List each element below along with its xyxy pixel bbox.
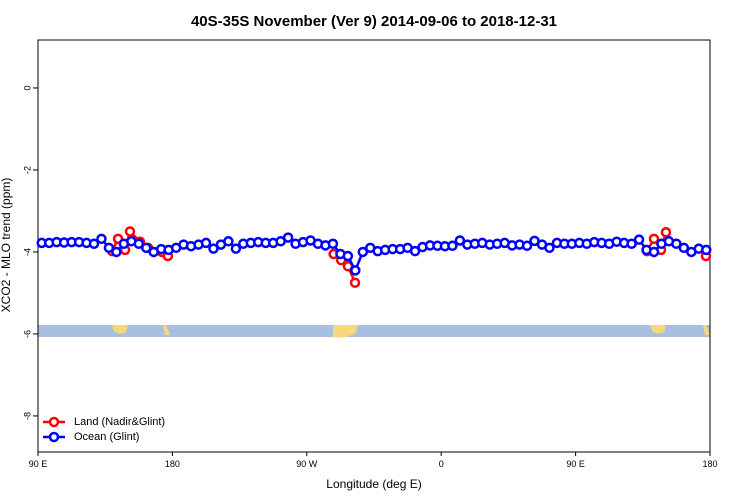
- data-point: [124, 226, 136, 237]
- legend: Land (Nadir&Glint) Ocean (Glint): [43, 416, 165, 443]
- data-point: [447, 240, 458, 252]
- chart-title: 40S-35S November (Ver 9) 2014-09-06 to 2…: [191, 13, 557, 30]
- data-point: [648, 233, 660, 245]
- data-point: [660, 227, 672, 238]
- y-tick-label: -8: [22, 412, 32, 420]
- data-point: [648, 246, 660, 258]
- legend-label: Land (Nadir&Glint): [74, 416, 165, 428]
- y-tick-label: 0: [22, 85, 32, 90]
- map-strip: [38, 325, 710, 338]
- data-point: [200, 237, 212, 249]
- legend-marker: [48, 416, 60, 428]
- y-tick-label: -2: [22, 166, 32, 174]
- data-point: [111, 246, 122, 258]
- legend-label: Ocean (Glint): [74, 431, 139, 443]
- data-point: [88, 238, 100, 249]
- y-tick-label: -6: [22, 330, 32, 338]
- data-point: [454, 235, 466, 246]
- data-point: [633, 234, 645, 245]
- x-tick-label: 180: [702, 459, 717, 469]
- x-tick-label: 90 E: [566, 459, 585, 469]
- data-point: [342, 250, 354, 262]
- data-point: [223, 236, 234, 247]
- series: [106, 226, 712, 288]
- data-point: [671, 238, 682, 249]
- data-point: [357, 246, 369, 258]
- x-axis-label: Longitude (deg E): [326, 477, 421, 491]
- data-point: [701, 244, 712, 256]
- data-point: [141, 242, 152, 254]
- y-axis-label: XCO2 - MLO trend (ppm): [0, 178, 13, 313]
- data-point: [96, 233, 107, 245]
- data-point: [133, 238, 145, 249]
- x-tick-label: 0: [439, 459, 444, 469]
- data-point: [409, 245, 421, 257]
- data-point: [350, 265, 361, 276]
- data-point: [103, 242, 115, 254]
- data-point: [327, 238, 339, 249]
- y-tick-label: -4: [22, 248, 32, 256]
- data-point: [544, 242, 555, 254]
- legend-marker: [48, 431, 60, 443]
- x-tick-label: 90 E: [29, 459, 48, 469]
- data-point: [208, 243, 219, 254]
- data-point: [349, 277, 361, 288]
- series: [36, 232, 712, 276]
- data-point: [230, 243, 242, 254]
- data-point: [678, 242, 690, 254]
- x-tick-label: 90 W: [296, 459, 318, 469]
- x-tick-label: 180: [165, 459, 180, 469]
- data-point: [521, 240, 533, 252]
- data-point: [626, 238, 637, 249]
- data-point: [282, 232, 294, 243]
